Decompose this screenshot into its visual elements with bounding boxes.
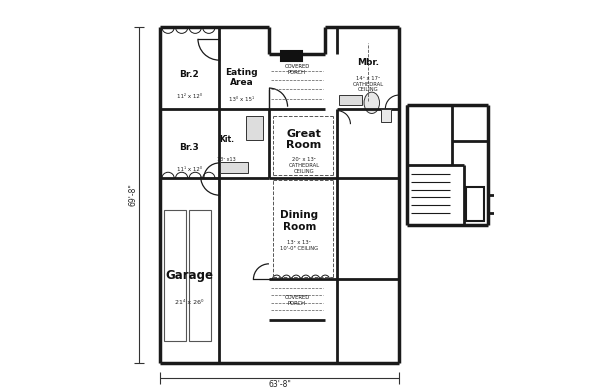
Text: COVERED
PORCH: COVERED PORCH xyxy=(284,295,310,306)
Bar xyxy=(281,51,302,61)
Bar xyxy=(220,162,248,173)
Bar xyxy=(466,187,484,221)
Bar xyxy=(245,116,263,140)
Ellipse shape xyxy=(364,92,380,113)
Text: Br.3: Br.3 xyxy=(179,143,199,152)
Text: Mbr.: Mbr. xyxy=(357,57,379,67)
Text: 13⁰ x 15¹: 13⁰ x 15¹ xyxy=(229,97,254,102)
Text: 63'-8": 63'-8" xyxy=(268,380,291,388)
Text: Dining
Room: Dining Room xyxy=(280,210,318,232)
Bar xyxy=(382,109,391,122)
Text: Kit.: Kit. xyxy=(219,135,234,144)
Text: 69'-8": 69'-8" xyxy=(128,184,137,206)
Text: Br.2: Br.2 xyxy=(179,70,199,79)
Bar xyxy=(339,95,362,105)
Text: Great
Room: Great Room xyxy=(286,129,322,151)
Text: 14⁸ x 17⁰
CATHEDRAL
CEILING: 14⁸ x 17⁰ CATHEDRAL CEILING xyxy=(352,76,383,92)
Text: Garage: Garage xyxy=(166,269,214,282)
Text: 13¹ x13: 13¹ x13 xyxy=(217,157,236,162)
Text: COVERED
PORCH: COVERED PORCH xyxy=(284,64,310,75)
Bar xyxy=(164,210,185,341)
Text: 20¹ x 13²
CATHEDRAL
CEILING: 20¹ x 13² CATHEDRAL CEILING xyxy=(289,157,319,173)
Text: 11² x 12⁰: 11² x 12⁰ xyxy=(177,94,202,99)
Bar xyxy=(190,210,211,341)
Text: 13¹ x 13⁰
10'-0" CEILING: 13¹ x 13⁰ 10'-0" CEILING xyxy=(280,240,318,251)
Text: 21⁴ x 26⁰: 21⁴ x 26⁰ xyxy=(175,300,203,305)
Text: Eating
Area: Eating Area xyxy=(226,68,258,87)
Text: 11¹ x 12⁰: 11¹ x 12⁰ xyxy=(177,167,202,172)
